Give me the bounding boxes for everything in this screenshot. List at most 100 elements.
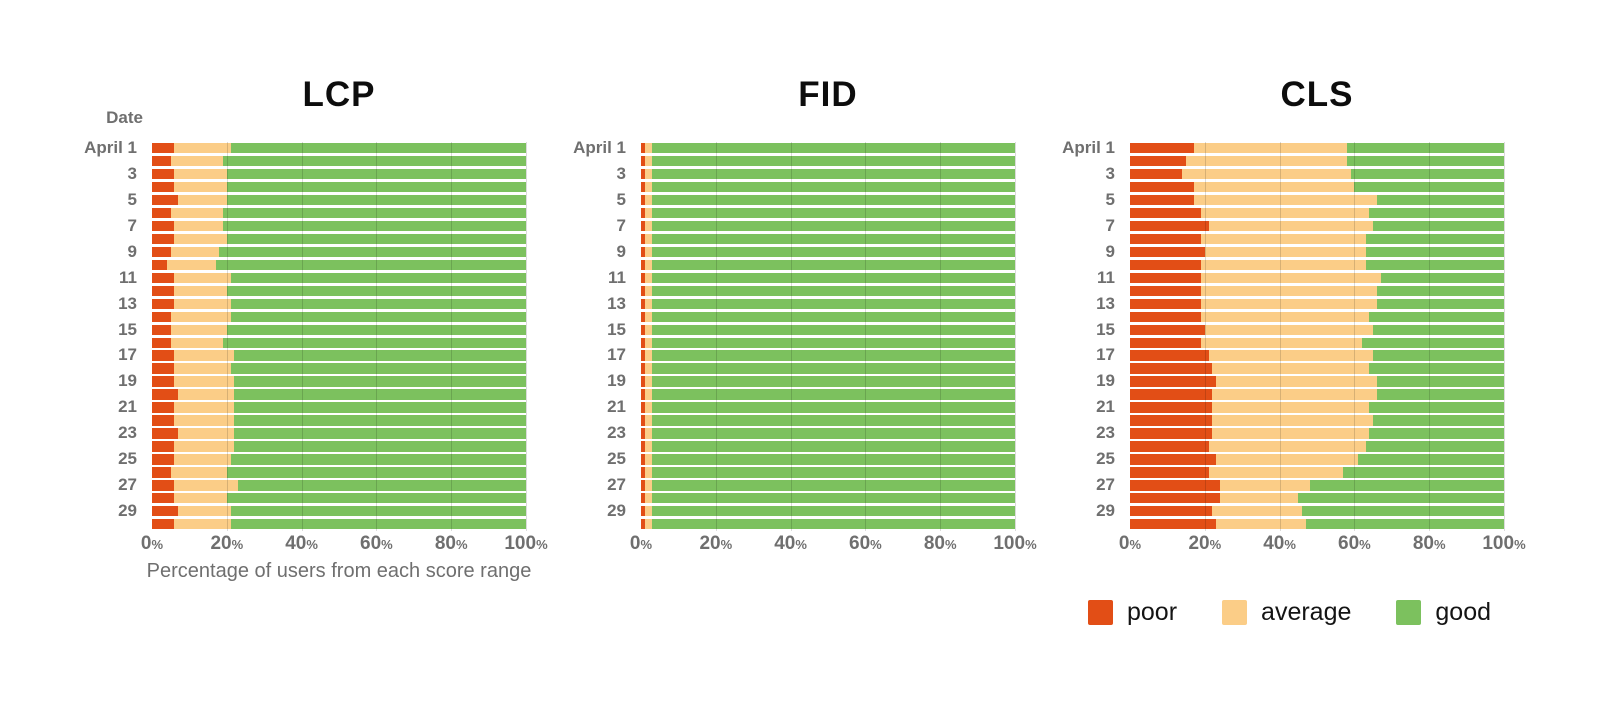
- bar-segment-good: [1373, 324, 1504, 335]
- bar-row: [641, 376, 1015, 387]
- bar-segment-poor: [641, 181, 645, 193]
- y-tick-label: 25: [607, 449, 626, 469]
- bar-segment-poor: [1130, 168, 1183, 180]
- bar-row: [1130, 493, 1504, 504]
- bar-segment-good: [652, 181, 1015, 193]
- gridline: [1015, 142, 1016, 531]
- bar-segment-poor: [152, 143, 175, 154]
- x-tick-label: 0%: [140, 533, 164, 554]
- bar-row: [641, 246, 1015, 258]
- gridline: [1204, 142, 1206, 531]
- bar-row: [1130, 415, 1504, 426]
- bar-segment-good: [1354, 181, 1504, 193]
- bar-segment-good: [226, 194, 526, 206]
- bar-row: [152, 389, 526, 400]
- bar-segment-average: [644, 285, 653, 297]
- bar-row: [152, 324, 526, 335]
- bar-segment-average: [170, 324, 227, 335]
- y-tick-label: 23: [607, 423, 626, 443]
- bar-segment-average: [174, 441, 235, 452]
- y-tick-label: 11: [608, 267, 626, 287]
- bar-row: [152, 519, 526, 530]
- bar-segment-average: [644, 143, 653, 154]
- chart-cls: CLS April 1 3 5 7 9 11 13 15 17 19 21 23 25 27 29 0% 20…: [1038, 70, 1526, 670]
- y-tick-label: April 1: [573, 138, 626, 157]
- bar-segment-good: [652, 155, 1015, 167]
- bar-segment-good: [1376, 194, 1504, 206]
- legend-label-poor: poor: [1127, 598, 1178, 626]
- bar-segment-poor: [152, 220, 175, 232]
- y-tick-label: 23: [118, 423, 137, 443]
- bar-row: [152, 311, 526, 322]
- bar-segment-average: [1193, 143, 1347, 154]
- bar-segment-good: [226, 233, 526, 245]
- bar-row: [152, 363, 526, 374]
- bar-segment-good: [652, 428, 1015, 439]
- bar-row: [152, 506, 526, 517]
- chart-fid: FID April 1 3 5 7 9 11 13 15 17 19 21 23 25 27 29 0% 20…: [549, 70, 1037, 670]
- y-tick-label: 25: [118, 449, 137, 469]
- bar-segment-good: [230, 519, 526, 530]
- y-tick-label: 9: [616, 241, 626, 261]
- bar-row: [152, 181, 526, 193]
- gridline: [376, 142, 378, 531]
- bar-segment-average: [644, 155, 653, 167]
- bar-segment-average: [644, 324, 653, 335]
- y-tick-label: 27: [1096, 475, 1115, 495]
- bar-segment-poor: [1130, 376, 1217, 387]
- bar-segment-average: [170, 467, 227, 478]
- bar-row: [1130, 402, 1504, 413]
- bar-row: [152, 350, 526, 361]
- bar-segment-poor: [152, 298, 175, 309]
- bar-segment-good: [230, 454, 526, 465]
- bar-segment-good: [1369, 402, 1504, 413]
- bar-segment-good: [1373, 220, 1504, 232]
- x-tick-label: 100%: [1482, 533, 1526, 554]
- bar-row: [641, 168, 1015, 180]
- legend-item-good: good: [1396, 600, 1491, 625]
- y-tick-label: 11: [119, 267, 137, 287]
- bar-segment-poor: [152, 194, 179, 206]
- bar-segment-poor: [152, 363, 175, 374]
- bar-segment-good: [1376, 285, 1504, 297]
- bar-segment-good: [1365, 259, 1504, 271]
- y-tick-labels: April 1 3 5 7 9 11 13 15 17 19 21 23 25 27 29: [1038, 139, 1121, 531]
- bar-row: [641, 285, 1015, 297]
- bar-segment-poor: [152, 272, 175, 284]
- gridline: [526, 142, 527, 531]
- bar-segment-poor: [641, 454, 645, 465]
- bar-row: [641, 454, 1015, 465]
- bar-segment-average: [174, 233, 227, 245]
- bar-segment-good: [223, 207, 526, 219]
- bar-segment-average: [170, 246, 220, 258]
- bar-segment-good: [652, 337, 1015, 348]
- bar-segment-good: [652, 298, 1015, 309]
- bar-row: [641, 155, 1015, 167]
- bar-segment-average: [1201, 259, 1366, 271]
- bar-segment-poor: [152, 402, 175, 413]
- bar-row: [641, 350, 1015, 361]
- bar-segment-good: [234, 402, 526, 413]
- bar-row: [641, 207, 1015, 219]
- bar-segment-average: [1216, 376, 1377, 387]
- bar-segment-average: [644, 259, 653, 271]
- bar-row: [641, 428, 1015, 439]
- y-tick-label: 9: [127, 241, 137, 261]
- bar-segment-average: [1216, 519, 1306, 530]
- bar-row: [1130, 285, 1504, 297]
- bar-row: [152, 493, 526, 504]
- legend-item-average: average: [1222, 600, 1351, 625]
- bar-row: [641, 363, 1015, 374]
- bar-segment-poor: [152, 428, 179, 439]
- bar-segment-good: [652, 246, 1015, 258]
- bar-segment-good: [652, 272, 1015, 284]
- bar-segment-average: [174, 220, 224, 232]
- bar-row: [1130, 272, 1504, 284]
- bar-segment-average: [174, 493, 227, 504]
- y-tick-label: 29: [1096, 501, 1115, 521]
- bar-segment-good: [219, 246, 526, 258]
- bar-segment-good: [1361, 337, 1504, 348]
- bar-row: [1130, 194, 1504, 206]
- bar-segment-good: [223, 220, 526, 232]
- bar-row: [1130, 324, 1504, 335]
